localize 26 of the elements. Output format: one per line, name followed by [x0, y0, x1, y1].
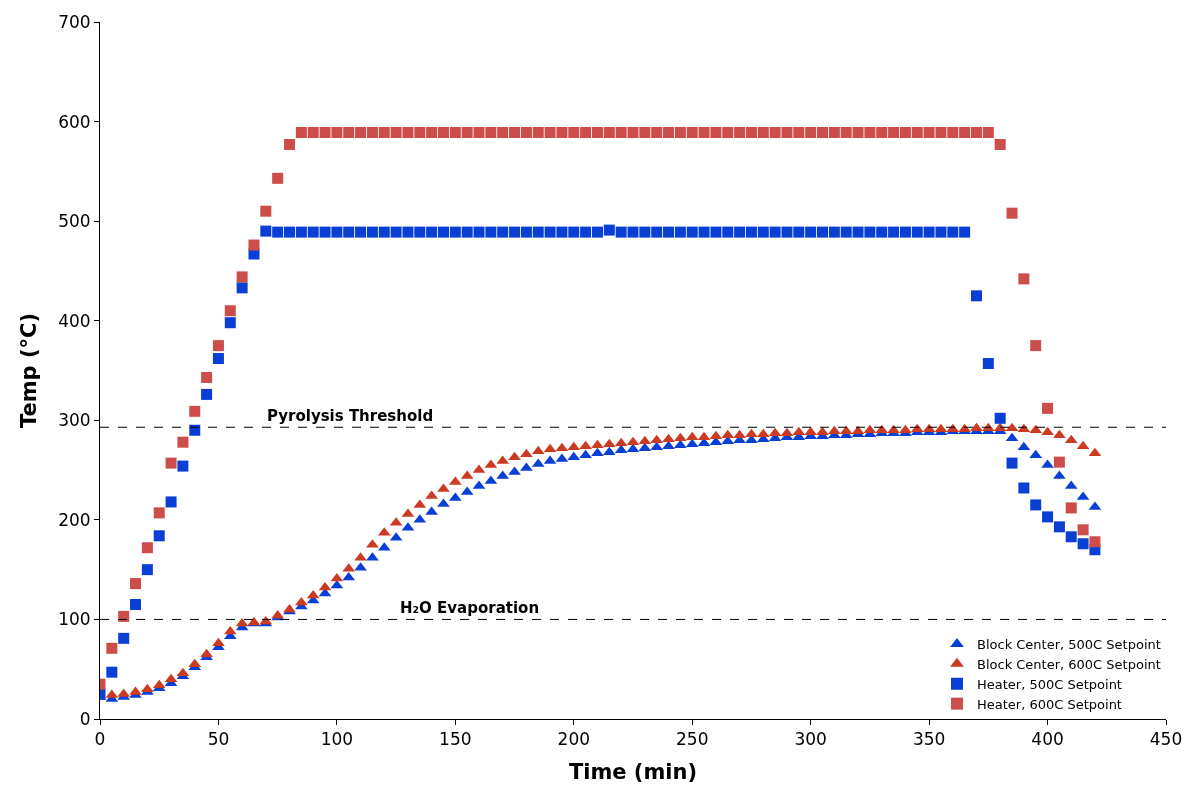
- y-tick-label: 500: [58, 211, 91, 232]
- x-tick-label: 400: [1031, 729, 1064, 750]
- y-tick-label: 100: [58, 609, 91, 630]
- x-tick-label: 100: [320, 729, 354, 750]
- y-axis-title: Temp (°C): [17, 312, 42, 429]
- y-tick-label: 700: [58, 11, 91, 32]
- x-tick-label: 350: [912, 729, 946, 750]
- ref-line-label: H₂O Evaporation: [400, 599, 540, 617]
- x-tick-label: 200: [557, 729, 591, 750]
- x-axis-title: Time (min): [568, 759, 698, 784]
- x-tick-label: 50: [207, 729, 230, 750]
- legend-label: Heater, 500C Setpoint: [977, 676, 1122, 692]
- y-tick-label: 200: [58, 509, 91, 530]
- x-tick-label: 150: [439, 729, 472, 750]
- legend-label: Block Center, 600C Setpoint: [977, 656, 1161, 672]
- legend-label: Heater, 600C Setpoint: [977, 696, 1122, 712]
- ref-line-label: Pyrolysis Threshold: [267, 407, 434, 425]
- x-tick-label: 250: [675, 729, 709, 750]
- x-tick-label: 450: [1149, 729, 1183, 750]
- x-tick-label: 300: [794, 729, 827, 750]
- y-tick-label: 300: [58, 410, 91, 431]
- x-tick-label: 0: [94, 729, 106, 750]
- legend-label: Block Center, 500C Setpoint: [977, 637, 1161, 653]
- y-tick-label: 400: [58, 310, 91, 331]
- y-tick-label: 600: [58, 111, 91, 132]
- y-tick-label: 0: [79, 708, 91, 729]
